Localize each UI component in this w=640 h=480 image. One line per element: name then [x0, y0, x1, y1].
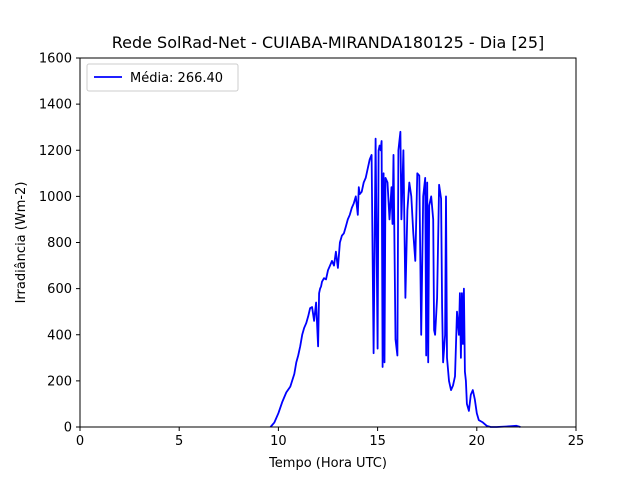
- y-tick-label: 800: [47, 236, 72, 251]
- y-tick-label: 1000: [39, 190, 72, 205]
- y-axis-ticks: 0 200 400 600 800 1000 1200 1400 1600: [39, 52, 80, 436]
- legend-label: Média: 266.40: [130, 71, 223, 86]
- x-tick-label: 25: [568, 434, 585, 449]
- x-axis-ticks: 0 5 10 15 20 25: [76, 427, 584, 449]
- series-line: [269, 130, 521, 428]
- x-tick-label: 15: [369, 434, 386, 449]
- y-tick-label: 200: [47, 374, 72, 389]
- x-tick-label: 10: [270, 434, 287, 449]
- x-tick-label: 5: [175, 434, 183, 449]
- plot-area: [80, 58, 576, 427]
- y-axis-label: Irradiância (Wm-2): [14, 182, 29, 304]
- y-tick-label: 600: [47, 282, 72, 297]
- legend-box: [86, 63, 239, 92]
- legend: Média: 266.40: [86, 63, 239, 92]
- y-tick-label: 1400: [39, 98, 72, 113]
- x-tick-label: 20: [469, 434, 486, 449]
- y-tick-label: 1600: [39, 52, 72, 67]
- x-axis-label: Tempo (Hora UTC): [268, 456, 387, 471]
- x-tick-label: 0: [76, 434, 84, 449]
- chart-title: Rede SolRad-Net - CUIABA-MIRANDA180125 -…: [112, 33, 545, 52]
- y-tick-label: 1200: [39, 144, 72, 159]
- y-tick-label: 400: [47, 328, 72, 343]
- plot-frame: [79, 57, 577, 428]
- y-tick-label: 0: [64, 421, 72, 436]
